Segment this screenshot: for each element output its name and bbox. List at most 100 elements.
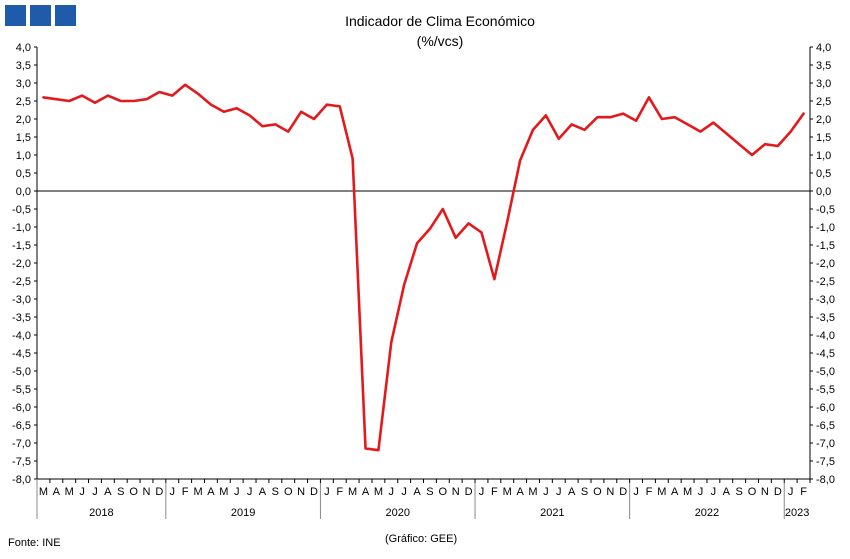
y-tick-label-right: -1,0 [816,222,835,234]
y-tick-label-right: -2,0 [816,258,835,270]
month-label: N [761,486,769,498]
y-tick-label-right: 3,0 [816,78,831,90]
month-label: D [465,486,473,498]
month-label: N [606,486,614,498]
month-label: A [53,486,61,498]
y-tick-label-left: -2,5 [12,276,31,288]
year-label: 2020 [385,507,409,519]
y-tick-label-left: 1,5 [16,132,31,144]
month-label: N [452,486,460,498]
year-label: 2018 [89,507,113,519]
month-label: M [528,486,537,498]
chart-title: Indicador de Clima Económico [345,13,535,29]
month-label: A [207,486,215,498]
month-label: F [336,486,343,498]
y-tick-label-left: 2,5 [16,96,31,108]
year-label: 2023 [785,507,809,519]
logo-square-3 [55,5,76,26]
y-tick-label-left: -5,0 [12,366,31,378]
month-label: J [170,486,176,498]
month-label: F [800,486,807,498]
month-label: J [711,486,717,498]
y-tick-label-left: -7,0 [12,438,31,450]
month-label: J [247,486,253,498]
month-label: D [619,486,627,498]
month-label: M [65,486,74,498]
y-tick-label-right: -3,0 [816,294,835,306]
month-label: M [374,486,383,498]
y-tick-label-left: 3,0 [16,78,31,90]
month-label: A [568,486,576,498]
y-tick-label-right: 0,0 [816,186,831,198]
y-tick-label-left: -8,0 [12,474,31,486]
month-label: N [143,486,151,498]
y-tick-label-left: -3,0 [12,294,31,306]
y-tick-label-right: 1,5 [816,132,831,144]
y-tick-label-right: 2,0 [816,114,831,126]
month-label: M [219,486,228,498]
month-label: J [556,486,562,498]
y-tick-label-right: 3,5 [816,60,831,72]
month-label: F [491,486,498,498]
month-label: F [182,486,189,498]
month-label: A [413,486,421,498]
y-tick-label-right: -7,0 [816,438,835,450]
month-label: J [633,486,639,498]
y-tick-label-left: -0,5 [12,204,31,216]
y-tick-label-left: -1,0 [12,222,31,234]
month-label: M [39,486,48,498]
month-label: J [401,486,407,498]
year-label: 2021 [540,507,564,519]
month-label: S [117,486,124,498]
month-label: M [503,486,512,498]
month-label: J [92,486,98,498]
y-tick-label-right: -5,5 [816,384,835,396]
month-label: J [543,486,549,498]
month-label: M [683,486,692,498]
month-label: O [439,486,448,498]
month-label: M [193,486,202,498]
source-note: Fonte: INE [8,537,61,549]
y-tick-label-left: 2,0 [16,114,31,126]
month-label: J [788,486,794,498]
y-tick-label-right: 0,5 [816,168,831,180]
y-tick-label-right: -5,0 [816,366,835,378]
y-tick-label-right: -8,0 [816,474,835,486]
y-tick-label-right: 4,0 [816,42,831,54]
y-tick-label-right: -1,5 [816,240,835,252]
y-tick-label-left: -1,5 [12,240,31,252]
month-label: J [324,486,330,498]
month-label: J [389,486,395,498]
logo-square-2 [30,5,51,26]
y-tick-label-left: -6,5 [12,420,31,432]
y-tick-label-left: -5,5 [12,384,31,396]
month-label: D [310,486,318,498]
month-label: M [657,486,666,498]
y-tick-label-left: -2,0 [12,258,31,270]
y-tick-label-left: -4,5 [12,348,31,360]
month-label: A [516,486,524,498]
month-label: M [348,486,357,498]
year-label: 2019 [231,507,255,519]
y-tick-label-left: 4,0 [16,42,31,54]
y-tick-label-left: -3,5 [12,312,31,324]
month-label: D [774,486,782,498]
series-line [42,83,805,452]
y-tick-label-right: -4,0 [816,330,835,342]
month-label: S [735,486,742,498]
month-label: S [581,486,588,498]
chart-subtitle: (%/vcs) [416,33,464,49]
month-label: A [723,486,731,498]
y-tick-label-right: -3,5 [816,312,835,324]
credit-note: (Gráfico: GEE) [385,533,458,545]
month-label: O [748,486,757,498]
month-label: S [426,486,433,498]
year-label: 2022 [695,507,719,519]
month-label: A [104,486,112,498]
month-label: O [129,486,138,498]
y-tick-label-right: -7,5 [816,456,835,468]
y-tick-label-right: -6,0 [816,402,835,414]
month-label: D [155,486,163,498]
month-label: O [284,486,293,498]
